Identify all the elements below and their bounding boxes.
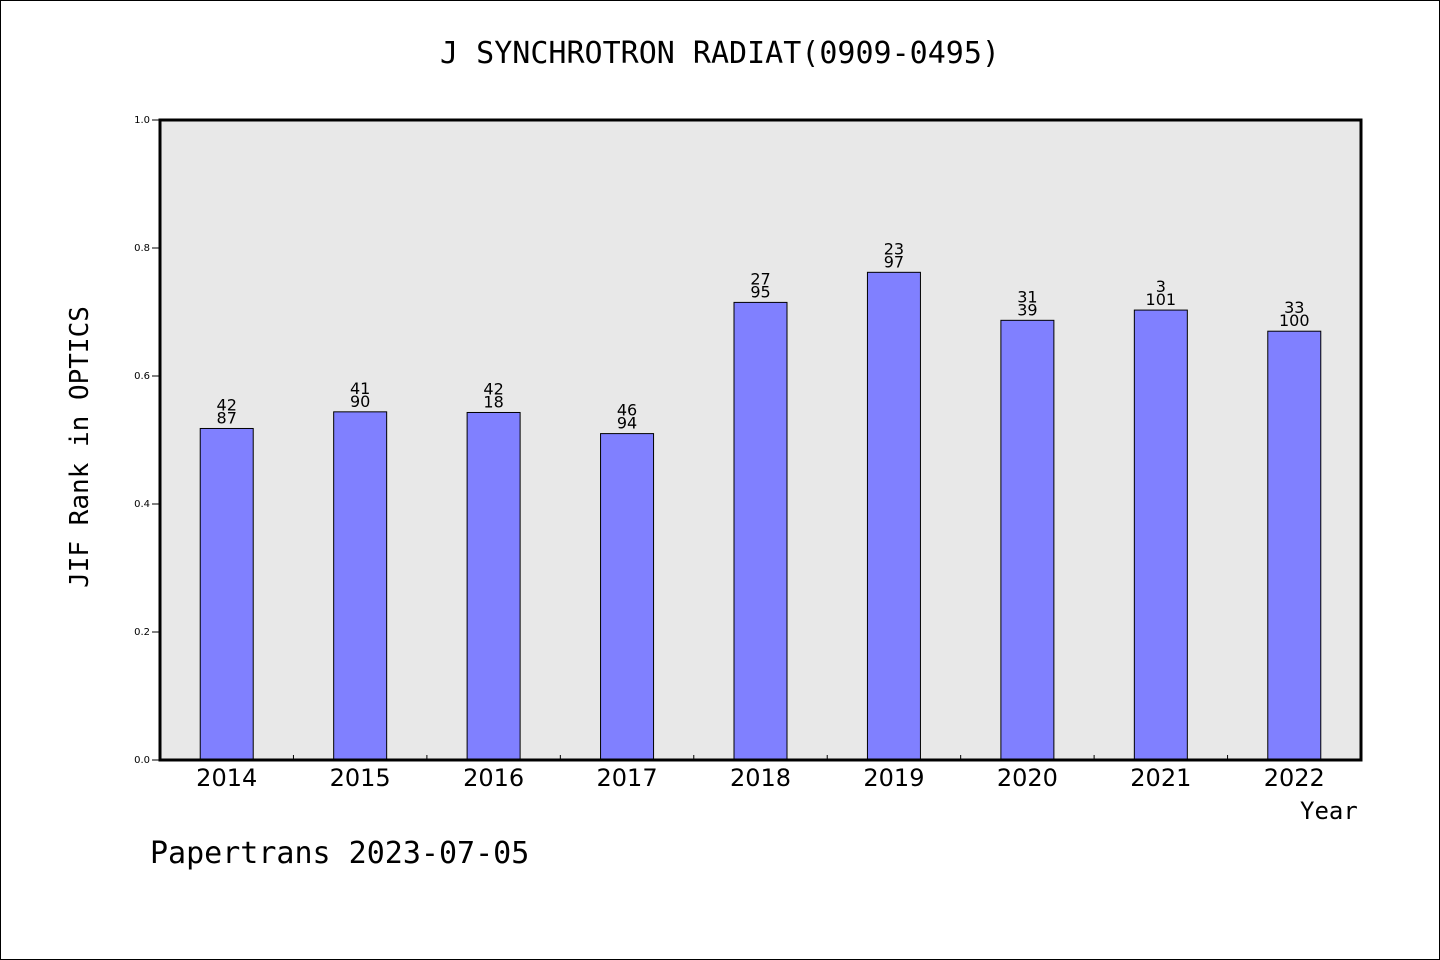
bar bbox=[466, 411, 521, 761]
x-tick-label: 2015 bbox=[330, 764, 391, 792]
x-tick-label: 2020 bbox=[997, 764, 1058, 792]
x-tick-label: 2016 bbox=[463, 764, 524, 792]
chart-title: J SYNCHROTRON RADIAT(0909-0495) bbox=[440, 36, 1000, 71]
bar bbox=[1000, 319, 1055, 761]
bar-label-rank: 31 bbox=[1017, 287, 1037, 306]
y-tick-label: 0.2 bbox=[134, 627, 150, 638]
bar-label-total: 101 bbox=[1146, 290, 1177, 309]
bar-label-rank: 41 bbox=[350, 379, 370, 398]
bar-label-total: 100 bbox=[1279, 311, 1310, 330]
bar-label-total: 90 bbox=[350, 392, 370, 411]
bar-label-total: 87 bbox=[217, 408, 237, 427]
bar-label-rank: 3 bbox=[1156, 277, 1166, 296]
bar bbox=[600, 433, 655, 761]
x-tick-label: 2022 bbox=[1264, 764, 1325, 792]
plot-border bbox=[158, 118, 1363, 762]
bar-label-rank: 23 bbox=[884, 239, 904, 258]
y-tick-label: 0.0 bbox=[134, 755, 150, 766]
footer-credit: Papertrans 2023-07-05 bbox=[150, 836, 530, 871]
x-tick-label: 2021 bbox=[1130, 764, 1191, 792]
y-tick-label: 0.6 bbox=[134, 371, 150, 382]
x-axis-label: Year bbox=[1300, 797, 1358, 825]
bar bbox=[1267, 330, 1322, 761]
y-tick-label: 0.4 bbox=[134, 499, 150, 510]
bar-label-rank: 42 bbox=[483, 379, 503, 398]
bar bbox=[199, 427, 254, 761]
bar bbox=[333, 411, 388, 761]
x-tick-label: 2014 bbox=[196, 764, 257, 792]
bar-label-total: 95 bbox=[750, 282, 770, 301]
y-tick-label: 0.8 bbox=[134, 243, 150, 254]
bar-label-total: 97 bbox=[884, 252, 904, 271]
y-tick-label: 1.0 bbox=[134, 115, 150, 126]
bar-label-rank: 27 bbox=[750, 269, 770, 288]
bar-label-rank: 33 bbox=[1284, 298, 1304, 317]
bar-label-rank: 42 bbox=[217, 395, 237, 414]
bar bbox=[733, 301, 788, 761]
bar-label-total: 94 bbox=[617, 414, 637, 433]
bar-label-rank: 46 bbox=[617, 401, 637, 420]
x-tick-label: 2017 bbox=[597, 764, 658, 792]
x-tick-label: 2019 bbox=[863, 764, 924, 792]
bar-label-total: 18 bbox=[483, 392, 503, 411]
x-tick-label: 2018 bbox=[730, 764, 791, 792]
bar bbox=[1133, 309, 1188, 761]
bar bbox=[866, 271, 921, 761]
bar-label-total: 39 bbox=[1017, 300, 1037, 319]
